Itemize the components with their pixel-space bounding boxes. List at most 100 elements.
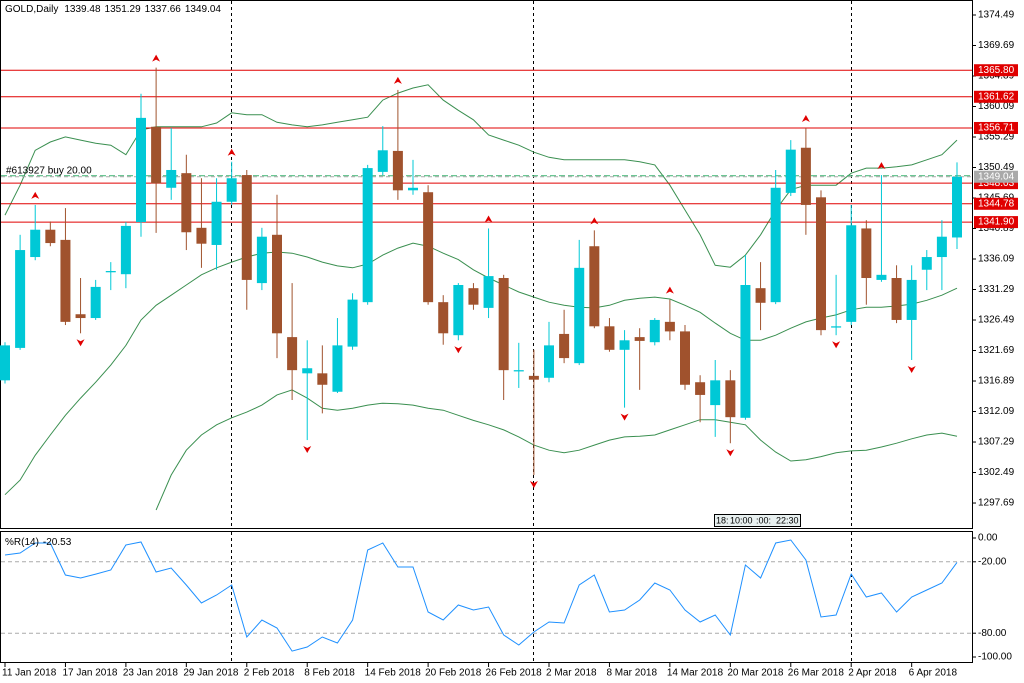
candle-body xyxy=(544,345,554,378)
y-tick-label: 1340.89 xyxy=(978,223,1015,234)
candle-body xyxy=(921,257,932,270)
candle-body xyxy=(680,331,690,385)
candle-body xyxy=(952,176,962,238)
candle-body xyxy=(60,239,71,322)
candle-body xyxy=(0,345,10,381)
x-tick-label: 26 Feb 2018 xyxy=(486,668,543,679)
x-tick-label: 8 Feb 2018 xyxy=(304,668,355,679)
indicator-name: %R(14) xyxy=(5,537,39,548)
y-tick-label: 1302.49 xyxy=(978,467,1015,478)
x-tick-label: 14 Mar 2018 xyxy=(667,668,724,679)
candle-body xyxy=(75,314,86,319)
fractal-down xyxy=(832,341,841,349)
candle-body xyxy=(574,267,585,364)
chart-header: GOLD,Daily 1339.48 1351.29 1337.66 1349.04 xyxy=(5,4,221,15)
fractal-up xyxy=(152,54,161,62)
candle-body xyxy=(816,197,826,331)
candle-body xyxy=(800,147,811,205)
candle-body xyxy=(347,299,358,347)
fractal-up xyxy=(801,115,810,123)
candle-body xyxy=(695,382,706,395)
candle-body xyxy=(362,168,373,303)
main-panel xyxy=(0,0,973,529)
candle-body xyxy=(725,380,736,418)
fractal-down xyxy=(454,346,463,354)
candle-body xyxy=(604,326,615,350)
x-tick-label: 17 Jan 2018 xyxy=(62,668,117,679)
candle-body xyxy=(498,278,509,371)
fractal-up xyxy=(877,162,886,170)
candle-body xyxy=(438,302,449,334)
band-lower xyxy=(155,389,958,511)
x-tick-label: 8 Mar 2018 xyxy=(606,668,657,679)
y-tick-label: 0.00 xyxy=(978,533,998,544)
indicator-header: %R(14) -20.53 xyxy=(5,537,72,548)
candle-body xyxy=(45,229,56,244)
candle-body xyxy=(211,201,222,245)
fractal-down xyxy=(907,365,916,373)
time-scroller-label: 10:00 xyxy=(730,515,753,525)
fractal-up xyxy=(31,191,40,199)
x-tick-label: 29 Jan 2018 xyxy=(183,668,238,679)
candle-body xyxy=(136,117,146,223)
x-tick-label: 23 Jan 2018 xyxy=(123,668,178,679)
time-scroller-label: 22:30 xyxy=(776,515,799,525)
level-label: 1361.62 xyxy=(978,91,1015,102)
candle-body xyxy=(619,340,630,350)
time-scroller-box xyxy=(714,514,801,527)
time-scroller-label: 18: xyxy=(716,515,729,525)
y-tick-label: 1316.89 xyxy=(978,376,1015,387)
candle-body xyxy=(120,225,131,275)
x-tick-label: 2 Apr 2018 xyxy=(848,668,897,679)
symbol: GOLD,Daily xyxy=(5,4,58,15)
order-label: #613927 buy 20.00 xyxy=(6,165,92,176)
x-tick-label: 2 Feb 2018 xyxy=(244,668,295,679)
candle-body xyxy=(90,286,101,319)
candle-body xyxy=(226,178,237,202)
candle-body xyxy=(664,321,675,332)
candle-body xyxy=(302,368,313,374)
level-label: 1341.90 xyxy=(978,217,1015,228)
y-tick-label: -100.00 xyxy=(978,652,1012,663)
x-tick-label: 11 Jan 2018 xyxy=(2,668,57,679)
candle-body xyxy=(332,345,343,392)
y-tick-label: 1374.49 xyxy=(978,10,1015,21)
candle-body xyxy=(377,150,388,172)
candle-body xyxy=(876,274,887,280)
candle-body xyxy=(423,192,434,303)
band-upper xyxy=(4,84,958,268)
fractal-down xyxy=(726,449,735,457)
fractal-down xyxy=(76,339,85,347)
chart-layer: 1374.491369.691364.891360.091355.291350.… xyxy=(0,10,1018,679)
level-label-box xyxy=(974,197,1018,210)
header-high: 1351.29 xyxy=(105,4,142,15)
y-tick-label: 1360.09 xyxy=(978,101,1015,112)
candle-body xyxy=(559,333,570,359)
candle-body xyxy=(710,380,721,406)
candle-body xyxy=(151,126,162,184)
candle-body xyxy=(740,285,751,418)
indicator-panel xyxy=(0,531,973,663)
x-tick-label: 20 Feb 2018 xyxy=(425,668,482,679)
x-tick-label: 2 Mar 2018 xyxy=(546,668,597,679)
y-tick-label: 1312.09 xyxy=(978,406,1015,417)
candle-body xyxy=(196,227,207,244)
candle-body xyxy=(906,279,917,320)
y-tick-label: 1369.69 xyxy=(978,40,1015,51)
y-tick-label: 1336.09 xyxy=(978,254,1015,265)
candle-body xyxy=(453,285,464,336)
candle-body xyxy=(272,234,282,334)
candle-body xyxy=(528,375,539,380)
level-label: 1356.71 xyxy=(978,123,1015,134)
fractal-up xyxy=(665,286,674,294)
candle-body xyxy=(770,187,781,303)
x-tick-label: 26 Mar 2018 xyxy=(788,668,845,679)
y-tick-label: -80.00 xyxy=(978,628,1007,639)
indicator-value: -20.53 xyxy=(43,537,72,548)
candle-body xyxy=(166,169,177,188)
candle-body xyxy=(589,246,600,327)
y-tick-label: -20.00 xyxy=(978,556,1007,567)
level-label: 1344.78 xyxy=(978,198,1015,209)
